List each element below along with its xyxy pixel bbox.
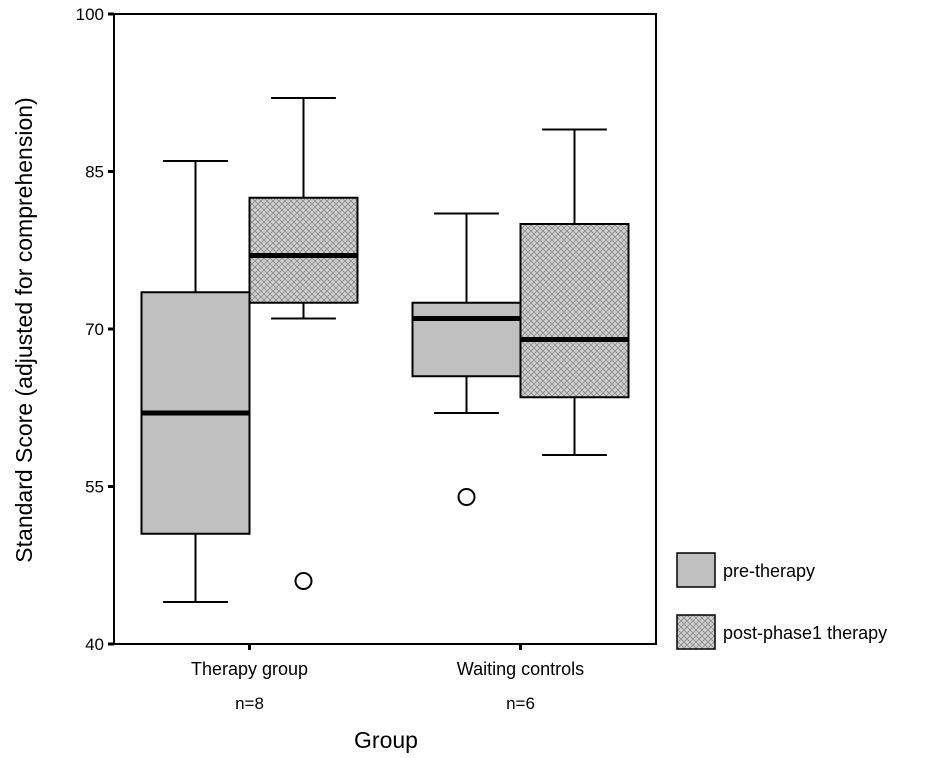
legend-swatch	[676, 552, 716, 588]
y-tick-label: 55	[85, 478, 104, 497]
x-category-label: Therapy group	[191, 659, 308, 679]
legend-label: pre-therapy	[723, 561, 815, 581]
box-iqr	[248, 196, 359, 304]
outlier-point	[457, 488, 476, 506]
y-tick-label: 70	[85, 320, 104, 339]
box-1-1	[519, 128, 630, 456]
x-sample-size-label: n=8	[235, 694, 264, 713]
box-iqr	[411, 301, 522, 378]
y-axis-title: Standard Score (adjusted for comprehensi…	[11, 97, 37, 562]
y-tick-label: 100	[76, 5, 104, 24]
x-axis: Therapy group n=8 Waiting controls n=6	[191, 644, 584, 713]
box-0-0	[140, 160, 251, 603]
x-axis-title: Group	[354, 727, 418, 753]
box-iqr	[519, 223, 630, 399]
box-0-1	[411, 212, 522, 506]
y-tick-label: 85	[85, 163, 104, 182]
box-series	[140, 97, 630, 603]
legend: pre-therapy post-phase1 therapy	[676, 552, 887, 650]
legend-swatch	[676, 614, 716, 650]
y-tick-label: 40	[85, 635, 104, 654]
outlier-point	[294, 572, 313, 590]
box-1-0	[248, 97, 359, 590]
x-sample-size-label: n=6	[506, 694, 535, 713]
y-axis: 40 55 70 85 100	[76, 5, 114, 654]
legend-label: post-phase1 therapy	[723, 623, 887, 643]
x-category-label: Waiting controls	[457, 659, 584, 679]
